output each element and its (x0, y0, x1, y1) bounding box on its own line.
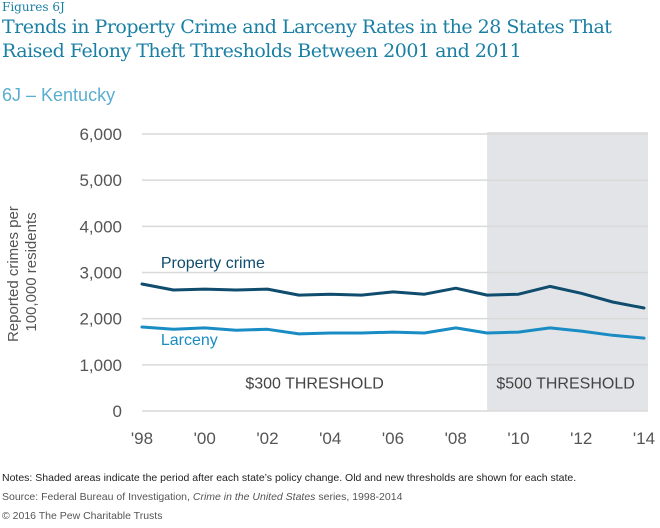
source-title: Crime in the United States (192, 491, 316, 503)
chart-source: Source: Federal Bureau of Investigation,… (2, 491, 402, 503)
y-tick-label: 3,000 (79, 264, 122, 283)
x-tick-label: '12 (570, 429, 592, 448)
x-tick-label: '06 (382, 429, 404, 448)
series-label: Property crime (161, 255, 265, 272)
y-tick-label: 2,000 (79, 310, 122, 329)
y-tick-label: 5,000 (79, 171, 122, 190)
y-axis-label: Reported crimes per 100,000 residents (5, 202, 40, 342)
threshold-label: $500 THRESHOLD (496, 376, 634, 393)
x-tick-label: '98 (131, 429, 153, 448)
y-tick-label: 1,000 (79, 356, 122, 375)
x-tick-label: '00 (194, 429, 216, 448)
y-tick-label: 6,000 (79, 125, 122, 144)
copyright: © 2016 The Pew Charitable Trusts (2, 510, 163, 522)
figure-label: Figures 6J (2, 0, 65, 14)
series-label: Larceny (161, 332, 218, 349)
x-tick-label: '08 (445, 429, 467, 448)
shaded-period (487, 132, 648, 411)
chart-subtitle: 6J – Kentucky (2, 85, 116, 105)
x-tick-label: '04 (319, 429, 341, 448)
line-chart: 0 1,000 2,000 3,000 4,000 5,000 6,000 '98 '00 '0… (5, 125, 655, 448)
source-prefix: Source: Federal Bureau of Investigation, (2, 491, 193, 503)
chart-notes: Notes: Shaded areas indicate the period … (2, 472, 577, 484)
source-suffix: series, 1998-2014 (315, 491, 403, 503)
y-tick-label: 0 (113, 402, 122, 421)
threshold-label: $300 THRESHOLD (245, 376, 383, 393)
x-tick-label: '10 (507, 429, 529, 448)
y-tick-label: 4,000 (79, 217, 122, 236)
x-tick-label: '14 (633, 429, 655, 448)
x-tick-label: '02 (256, 429, 278, 448)
chart-title: Trends in Property Crime and Larceny Rat… (2, 16, 612, 62)
